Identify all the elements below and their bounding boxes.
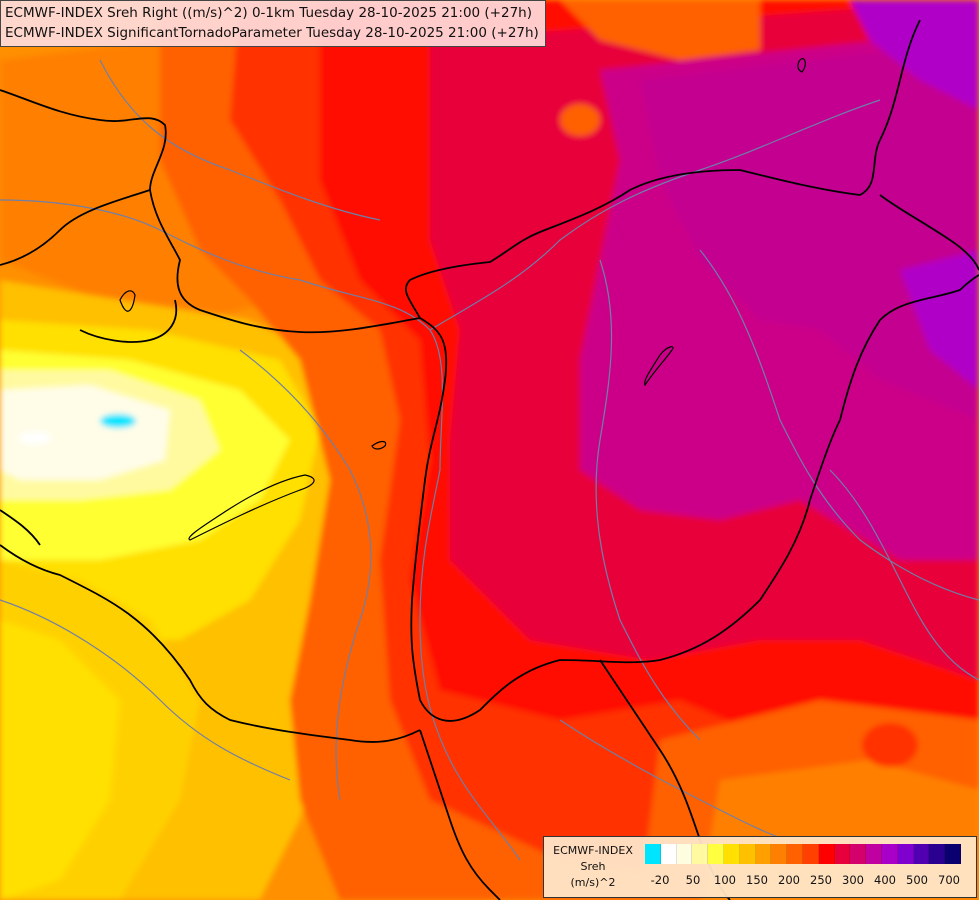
legend-tick-label: 50: [685, 873, 701, 887]
legend-swatch-10: [802, 844, 819, 864]
legend-swatch-19: [945, 844, 961, 864]
legend-swatch-0: [645, 844, 661, 864]
legend-swatch-11: [818, 844, 835, 864]
lakes: [119, 58, 806, 541]
map-title-box: ECMWF-INDEX Sreh Right ((m/s)^2) 0-1km T…: [0, 0, 546, 47]
legend-swatch-17: [913, 844, 930, 864]
legend-tick-label: 150: [746, 873, 768, 887]
legend-tick-label: 100: [714, 873, 736, 887]
legend-tick-label: 250: [810, 873, 832, 887]
legend-tick-label: 500: [906, 873, 928, 887]
legend-swatch-12: [834, 844, 851, 864]
legend-swatch-5: [723, 844, 740, 864]
legend-tick-label: -20: [650, 873, 670, 887]
legend-unit: (m/s)^2: [570, 876, 616, 889]
legend-swatches: [645, 844, 961, 864]
legend-swatch-4: [708, 844, 724, 864]
legend-tick-label: 700: [938, 873, 960, 887]
legend-variable: Sreh: [580, 860, 606, 873]
legend-tick-label: 400: [874, 873, 896, 887]
country-borders: [0, 19, 979, 900]
color-legend: ECMWF-INDEX Sreh (m/s)^2 -20 50 100 150 200 2…: [543, 836, 977, 898]
legend-swatch-7: [755, 844, 772, 864]
legend-swatch-15: [881, 844, 898, 864]
legend-tick-label: 200: [778, 873, 800, 887]
map-title-line-1: ECMWF-INDEX Sreh Right ((m/s)^2) 0-1km T…: [5, 5, 532, 21]
map-title-line-2: ECMWF-INDEX SignificantTornadoParameter …: [5, 25, 539, 41]
legend-swatch-13: [850, 844, 867, 864]
legend-source: ECMWF-INDEX: [553, 844, 633, 857]
legend-swatch-6: [739, 844, 756, 864]
legend-tick-label: 300: [842, 873, 864, 887]
legend-swatch-2: [676, 844, 693, 864]
legend-swatch-8: [771, 844, 788, 864]
legend-swatch-14: [866, 844, 882, 864]
legend-swatch-3: [692, 844, 709, 864]
legend-swatch-18: [929, 844, 946, 864]
legend-label-block: ECMWF-INDEX Sreh (m/s)^2: [544, 837, 642, 897]
legend-swatch-16: [897, 844, 914, 864]
legend-swatch-9: [787, 844, 803, 864]
legend-ticks: -20 50 100 150 200 250 300 400 500 700: [645, 873, 975, 891]
legend-swatch-1: [660, 844, 677, 864]
